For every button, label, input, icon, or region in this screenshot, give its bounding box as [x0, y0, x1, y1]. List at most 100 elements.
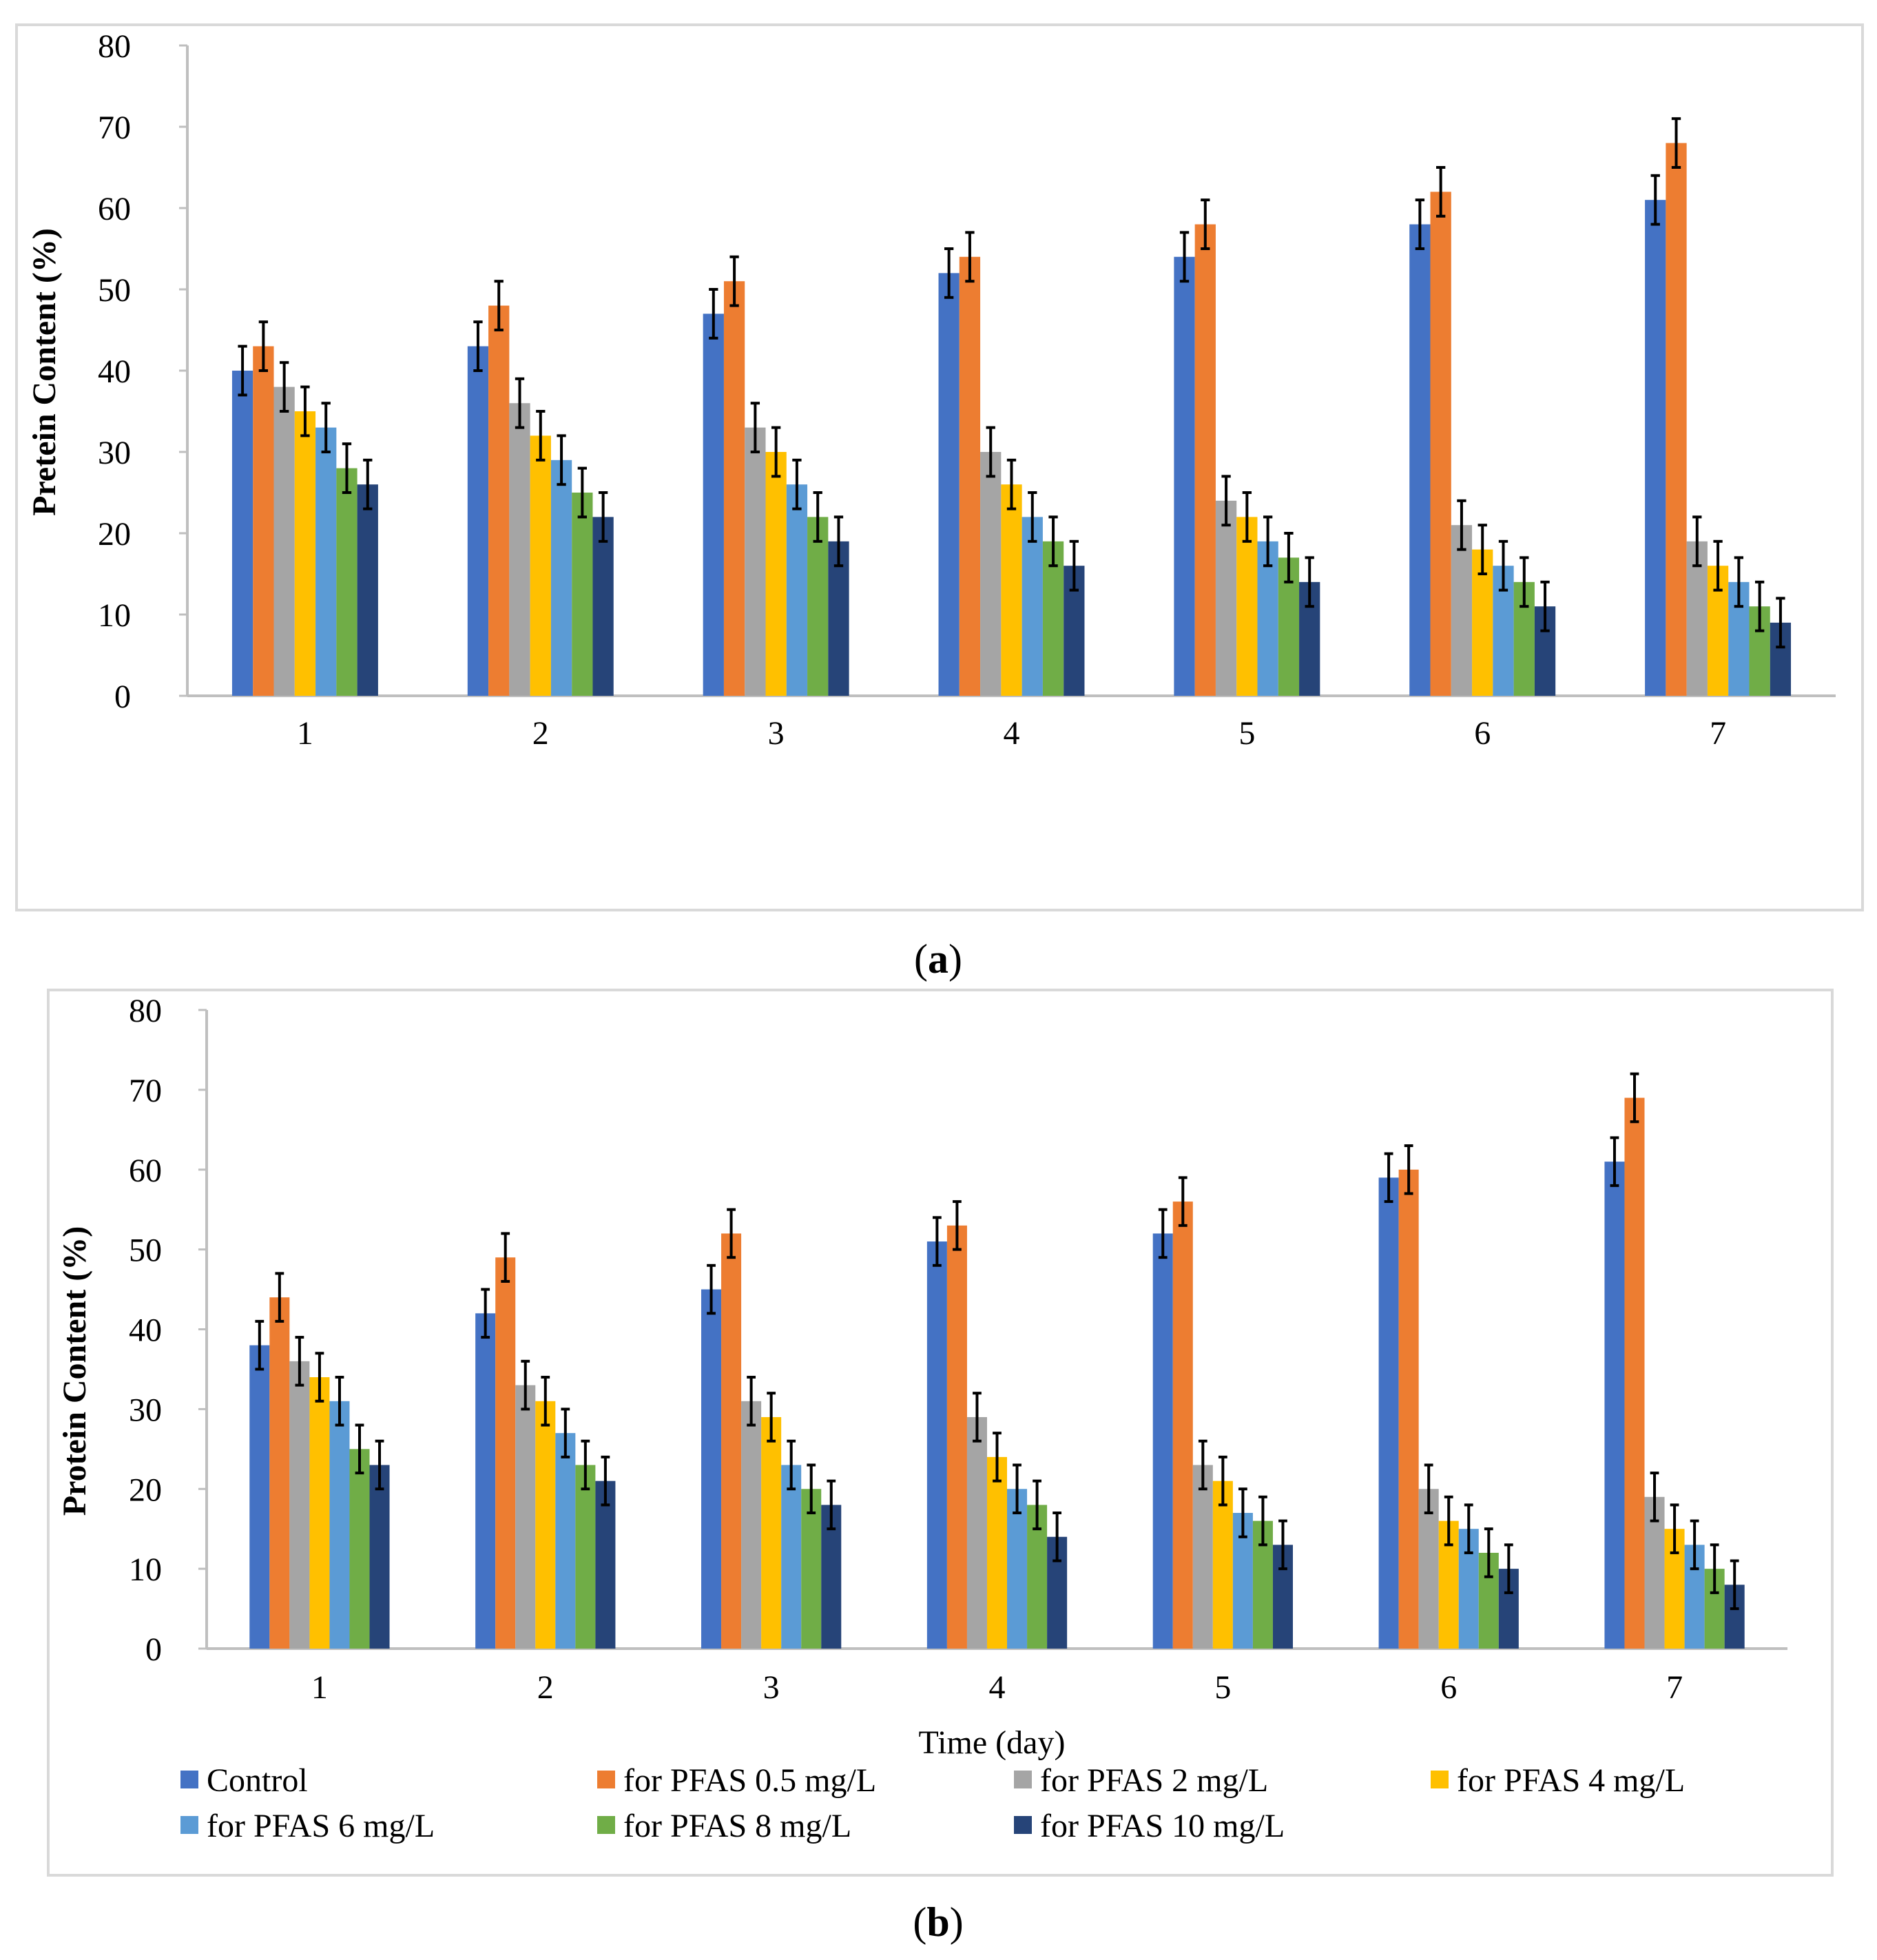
panel-b-label: (b)	[913, 1899, 963, 1945]
panel-b-bar	[926, 1241, 947, 1649]
legend-entry-label: for PFAS 6 mg/L	[207, 1808, 435, 1844]
panel-b-bar	[741, 1401, 762, 1649]
legend-swatch	[180, 1816, 198, 1834]
panel-b-bar	[801, 1489, 822, 1649]
panel-a-bar	[1409, 224, 1431, 697]
panel-a-y-tick-label: 30	[98, 435, 131, 471]
panel-b-bar	[946, 1225, 967, 1649]
panel-a-x-tick-label: 2	[532, 715, 549, 752]
panel-b-bar	[369, 1465, 390, 1649]
panel-b-bar	[1192, 1465, 1213, 1649]
panel-b-bar	[1604, 1162, 1625, 1649]
panel-a-label-close: )	[948, 936, 962, 982]
panel-a-bar	[1645, 200, 1666, 696]
legend-entry-label: for PFAS 4 mg/L	[1457, 1762, 1685, 1799]
legend-swatch	[1014, 1771, 1032, 1788]
panel-a-bar	[745, 427, 766, 696]
legend-swatch	[1014, 1816, 1032, 1834]
panel-a-label: (a)	[914, 936, 962, 982]
panel-b-x-tick-label: 1	[311, 1669, 328, 1706]
panel-b-y-tick-label: 0	[145, 1631, 162, 1668]
panel-a-y-tick-label: 50	[98, 272, 131, 309]
legend-swatch	[597, 1816, 615, 1834]
panel-b-bar	[986, 1456, 1008, 1649]
panel-b-x-tick-label: 2	[537, 1669, 554, 1706]
panel-a-bar	[592, 517, 614, 696]
panel-a-bar	[231, 371, 253, 696]
panel-a-chart: 0 10 20 30 40 50 60 70 80 1 2 3 4 5 6 7 Pretein Content…	[15, 23, 1864, 911]
panel-a-label-open: (	[914, 936, 928, 982]
panel-a-bar	[273, 386, 295, 696]
panel-a-label-letter: a	[928, 936, 948, 982]
panel-a-y-tick-label: 0	[114, 679, 131, 715]
panel-a-y-tick-label: 40	[98, 353, 131, 390]
panel-a-x-tick-label: 1	[297, 715, 313, 752]
panel-a-bar	[467, 346, 489, 696]
panel-b-x-tick-label: 3	[763, 1669, 780, 1706]
legend-entry-label: for PFAS 0.5 mg/L	[623, 1762, 876, 1799]
legend-swatch	[1431, 1771, 1449, 1788]
panel-b-bar	[329, 1401, 350, 1649]
panel-b-bar	[1172, 1201, 1193, 1649]
panel-b-bar	[249, 1345, 270, 1649]
panel-a-y-tick-label: 60	[98, 191, 131, 227]
panel-b-bar	[575, 1465, 596, 1649]
panel-b-bar	[595, 1481, 616, 1649]
panel-a-bar	[357, 484, 378, 696]
panel-b-y-tick-label: 50	[129, 1232, 162, 1269]
panel-b-y-tick-label: 30	[129, 1392, 162, 1428]
panel-a-bar	[938, 273, 960, 696]
panel-b-bar	[721, 1233, 742, 1649]
panel-a-bar	[550, 460, 572, 696]
panel-b-bar	[475, 1313, 496, 1649]
panel-a-bar	[959, 256, 981, 696]
panel-b-bar	[555, 1433, 576, 1649]
panel-b-bar	[1624, 1097, 1645, 1649]
panel-b-x-axis-title: Time (day)	[919, 1724, 1066, 1761]
panel-a-plot-area: 0 10 20 30 40 50 60 70 80 1 2 3 4 5 6 7	[98, 28, 1836, 752]
panel-b-bar	[515, 1385, 536, 1649]
panel-a-bar	[530, 435, 551, 696]
panel-a-bar	[1215, 500, 1237, 696]
panel-a-bar	[786, 484, 808, 696]
panel-b-bar	[495, 1257, 516, 1649]
panel-b-x-tick-label: 6	[1440, 1669, 1457, 1706]
panel-b-bar	[966, 1416, 987, 1649]
panel-a-bar	[703, 313, 724, 696]
panel-a-bar	[1430, 192, 1451, 696]
panel-b-chart: 0 10 20 30 40 50 60 70 80 1 2 3 4 5 6 7 Protein Content…	[47, 989, 1834, 1877]
panel-a-bar	[488, 305, 510, 697]
panel-b-y-tick-label: 60	[129, 1153, 162, 1189]
panel-b-bar	[781, 1465, 802, 1649]
panel-b-bar	[269, 1297, 290, 1649]
panel-b-x-tick-label: 7	[1666, 1669, 1683, 1706]
panel-a-bar	[1451, 525, 1473, 696]
legend-swatch	[597, 1771, 615, 1788]
legend-entry-label: for PFAS 8 mg/L	[623, 1808, 851, 1844]
legend-entry-label: Control	[207, 1762, 308, 1799]
panel-a-bar	[253, 346, 274, 696]
panel-a-bar	[336, 468, 357, 696]
panel-a-bar	[1174, 256, 1195, 696]
panel-b-y-axis-title: Protein Content (%)	[56, 1226, 93, 1516]
panel-b-y-tick-label: 10	[129, 1551, 162, 1588]
panel-a-bar	[294, 411, 316, 696]
panel-b-y-tick-label: 70	[129, 1073, 162, 1109]
panel-a-bar	[1022, 517, 1043, 696]
panel-b-bar	[349, 1449, 370, 1649]
panel-b-bar	[1212, 1481, 1233, 1649]
panel-b-bar	[309, 1377, 330, 1649]
panel-b-bar	[701, 1289, 722, 1649]
panel-b-bar	[289, 1361, 310, 1649]
legend-entry-label: for PFAS 2 mg/L	[1040, 1762, 1268, 1799]
panel-b-plot-area: 0 10 20 30 40 50 60 70 80 1 2 3 4 5 6 7	[129, 993, 1787, 1706]
panel-a-y-tick-label: 70	[98, 110, 131, 146]
panel-b-label-letter: b	[926, 1899, 949, 1945]
panel-a-x-tick-label: 4	[1004, 715, 1020, 752]
panel-a-x-tick-label: 6	[1474, 715, 1491, 752]
panel-a-bar	[765, 452, 787, 696]
panel-a-bar	[509, 403, 530, 696]
panel-b-bar	[1007, 1489, 1028, 1649]
panel-a-x-tick-label: 7	[1710, 715, 1726, 752]
